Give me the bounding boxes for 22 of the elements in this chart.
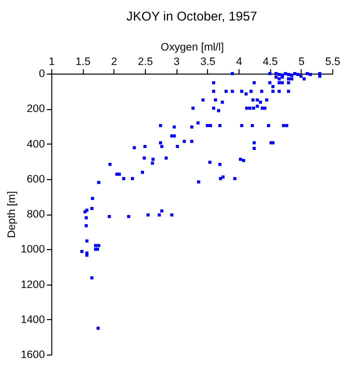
chart-title: JKOY in October, 1957 xyxy=(126,8,258,24)
x-tick-label: 4 xyxy=(236,56,242,68)
x-tick-label: 1 xyxy=(48,56,55,68)
y-tick-label: 1400 xyxy=(20,314,45,326)
y-tick-label: 600 xyxy=(26,173,45,186)
y-tick-label: 200 xyxy=(26,103,45,116)
y-tick-label: 0 xyxy=(38,68,45,80)
x-axis-title: Oxygen [ml/l] xyxy=(160,41,224,54)
x-tick-label: 5 xyxy=(298,56,305,68)
x-tick-label: 2.5 xyxy=(138,56,153,68)
x-tick-label: 3.5 xyxy=(200,56,216,68)
y-tick-label: 1000 xyxy=(20,244,45,256)
x-tick-label: 5.5 xyxy=(325,56,340,68)
x-tick-label: 2 xyxy=(111,56,118,68)
x-tick-label: 1.5 xyxy=(75,56,91,68)
y-tick-label: 400 xyxy=(26,138,45,150)
y-tick-label: 800 xyxy=(26,208,45,221)
y-axis-title: Depth [m] xyxy=(6,191,18,238)
y-tick-label: 1600 xyxy=(20,349,45,362)
y-tick-label: 1200 xyxy=(20,278,45,291)
x-tick-label: 4.5 xyxy=(262,56,278,68)
x-tick-label: 3 xyxy=(174,56,180,68)
